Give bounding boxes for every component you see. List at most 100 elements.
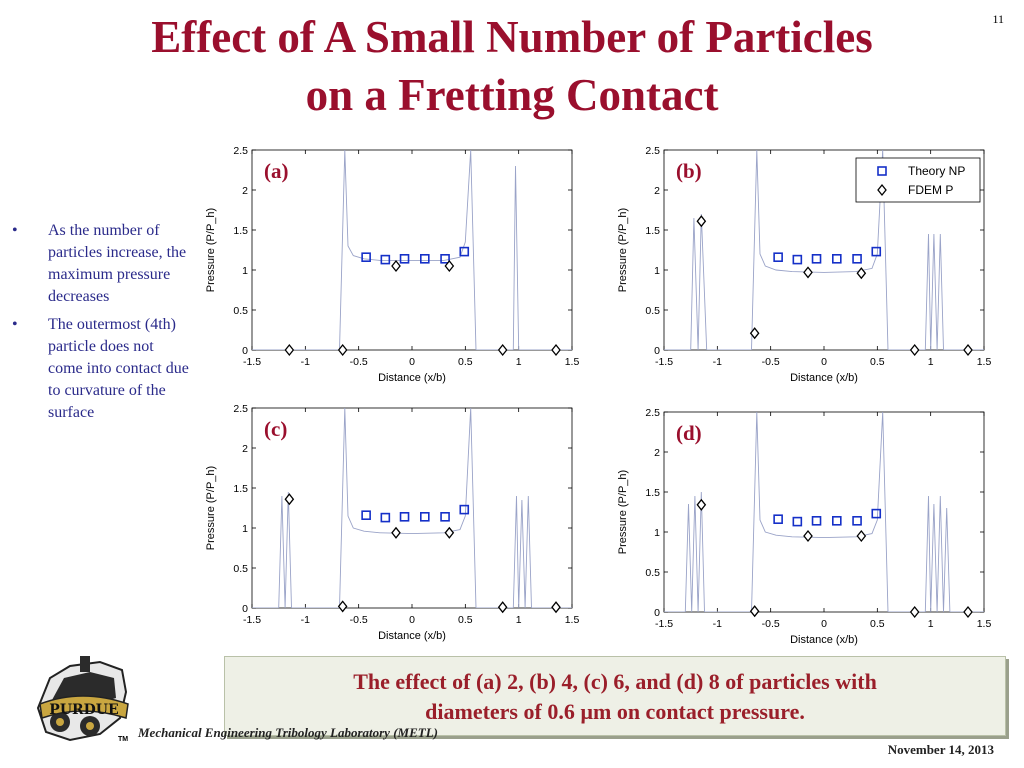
theory-point bbox=[459, 246, 470, 257]
theory-point bbox=[773, 252, 783, 262]
panel-label: (b) bbox=[676, 159, 702, 183]
x-tick-label: 1.5 bbox=[977, 618, 992, 630]
y-tick-label: 2 bbox=[242, 185, 248, 197]
y-tick-label: 1.5 bbox=[645, 487, 660, 499]
chart-c: -1.5 -1 -0.5 0 0.5 1 1.5 0 0.5 1 1.5 2 2.5 Distance (… bbox=[205, 403, 580, 642]
x-tick-label: 1 bbox=[928, 618, 934, 630]
fdem-point bbox=[391, 526, 401, 539]
legend-marker-fdem bbox=[877, 183, 887, 197]
theory-point bbox=[871, 246, 882, 257]
theory-point bbox=[832, 254, 842, 264]
x-tick-label: 0.5 bbox=[870, 618, 885, 630]
y-tick-label: 0.5 bbox=[233, 305, 248, 317]
fdem-point bbox=[497, 601, 508, 614]
fdem-point bbox=[337, 600, 348, 613]
fdem-point bbox=[963, 343, 973, 357]
slide-number: 11 bbox=[992, 12, 1004, 26]
panel-label: (a) bbox=[264, 159, 289, 183]
x-axis-label: Distance (x/b) bbox=[378, 372, 446, 384]
pressure-curve bbox=[252, 150, 572, 350]
fdem-point bbox=[856, 529, 867, 543]
slide-date: November 14, 2013 bbox=[887, 742, 994, 757]
purdue-logo: PURDUE TM bbox=[30, 648, 134, 752]
fdem-point bbox=[696, 498, 707, 511]
theory-point bbox=[361, 510, 371, 520]
bullet-item: The outermost (4th) particle does not co… bbox=[12, 314, 192, 424]
y-tick-label: 1 bbox=[654, 265, 660, 277]
y-axis-label: Pressure (P/P_h) bbox=[205, 208, 217, 292]
x-tick-label: 0.5 bbox=[870, 356, 885, 368]
fdem-point bbox=[749, 605, 760, 618]
x-tick-label: 0.5 bbox=[458, 356, 473, 368]
x-tick-label: 1 bbox=[516, 614, 522, 626]
y-tick-label: 2.5 bbox=[645, 145, 660, 157]
y-tick-label: 0 bbox=[654, 607, 660, 619]
y-tick-label: 0 bbox=[242, 345, 248, 357]
theory-point bbox=[792, 254, 803, 265]
plot-area bbox=[663, 411, 985, 613]
y-tick-label: 0.5 bbox=[645, 567, 660, 579]
fdem-point bbox=[284, 493, 295, 506]
theory-point bbox=[361, 252, 371, 262]
bullet-list: As the number of particles increase, the… bbox=[12, 220, 192, 430]
caption: The effect of (a) 2, (b) 4, (c) 6, and (… bbox=[225, 667, 1005, 727]
lab-name: Mechanical Engineering Tribology Laborat… bbox=[138, 725, 438, 740]
legend-entry: Theory NP bbox=[908, 164, 965, 178]
bullet-item: As the number of particles increase, the… bbox=[12, 220, 192, 308]
fdem-point bbox=[497, 343, 508, 357]
theory-point bbox=[399, 254, 410, 264]
fdem-point bbox=[444, 526, 455, 539]
y-axis-label: Pressure (P/P_h) bbox=[617, 208, 629, 292]
theory-point bbox=[399, 512, 410, 522]
slide-title-line-2: on a Fretting Contact bbox=[305, 70, 719, 120]
x-tick-label: 1.5 bbox=[977, 356, 992, 368]
panel-label: (c) bbox=[264, 417, 287, 441]
y-tick-label: 0.5 bbox=[233, 563, 248, 575]
pressure-curve bbox=[664, 150, 984, 350]
y-tick-label: 1 bbox=[654, 527, 660, 539]
x-tick-label: -0.5 bbox=[762, 618, 780, 630]
y-tick-label: 1.5 bbox=[645, 225, 660, 237]
x-tick-label: -0.5 bbox=[762, 356, 780, 368]
chart-b: -1.5 -1 -0.5 0 0.5 1 1.5 0 0.5 1 1.5 2 2.5 Distance (… bbox=[617, 145, 992, 384]
theory-point bbox=[440, 512, 450, 522]
legend-entry: FDEM P bbox=[908, 183, 953, 197]
y-tick-label: 0 bbox=[242, 603, 248, 615]
theory-point bbox=[852, 516, 862, 526]
x-tick-label: 1 bbox=[928, 356, 934, 368]
y-tick-label: 1.5 bbox=[233, 225, 248, 237]
y-tick-label: 0 bbox=[654, 345, 660, 357]
fdem-point bbox=[856, 267, 867, 280]
fdem-point bbox=[337, 343, 348, 357]
fdem-point bbox=[284, 343, 295, 357]
legend-marker-theory bbox=[877, 166, 887, 176]
x-tick-label: 1.5 bbox=[565, 356, 580, 368]
y-tick-label: 2.5 bbox=[233, 403, 248, 415]
x-tick-label: -1.5 bbox=[655, 356, 673, 368]
fdem-point bbox=[803, 529, 813, 543]
theory-point bbox=[792, 516, 803, 527]
train-logo-icon: PURDUE bbox=[36, 656, 129, 742]
chart-d: -1.5 -1 -0.5 0 0.5 1 1.5 0 0.5 1 1.5 2 2.5 Distance (… bbox=[617, 407, 992, 646]
y-axis-label: Pressure (P/P_h) bbox=[205, 466, 217, 550]
fdem-point bbox=[696, 215, 707, 228]
x-tick-label: -1 bbox=[301, 356, 310, 368]
x-tick-label: -1.5 bbox=[243, 614, 261, 626]
pressure-curve bbox=[252, 408, 572, 608]
x-tick-label: -1 bbox=[713, 356, 722, 368]
logo-text: PURDUE bbox=[49, 702, 118, 718]
fdem-point bbox=[909, 343, 920, 357]
y-tick-label: 2 bbox=[242, 443, 248, 455]
y-tick-label: 2.5 bbox=[645, 407, 660, 419]
x-tick-label: -1 bbox=[301, 614, 310, 626]
theory-point bbox=[832, 516, 842, 526]
theory-point bbox=[459, 504, 470, 515]
x-axis-label: Distance (x/b) bbox=[790, 634, 858, 646]
slide-title-line-1: Effect of A Small Number of Particles bbox=[151, 12, 873, 62]
x-tick-label: -0.5 bbox=[350, 614, 368, 626]
x-tick-label: 0 bbox=[821, 618, 827, 630]
fdem-point bbox=[909, 605, 920, 619]
legend bbox=[855, 157, 981, 203]
y-tick-label: 1.5 bbox=[233, 483, 248, 495]
x-tick-label: 1.5 bbox=[565, 614, 580, 626]
